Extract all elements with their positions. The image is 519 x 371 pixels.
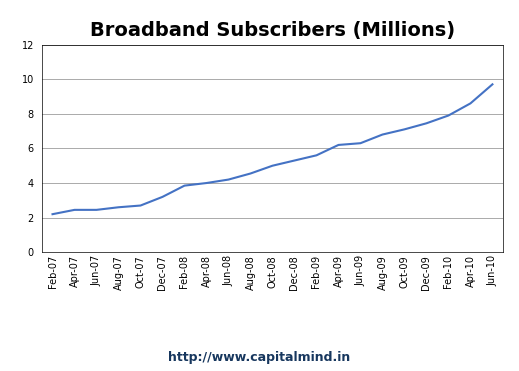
- Title: Broadband Subscribers (Millions): Broadband Subscribers (Millions): [90, 21, 455, 40]
- Text: http://www.capitalmind.in: http://www.capitalmind.in: [168, 351, 351, 364]
